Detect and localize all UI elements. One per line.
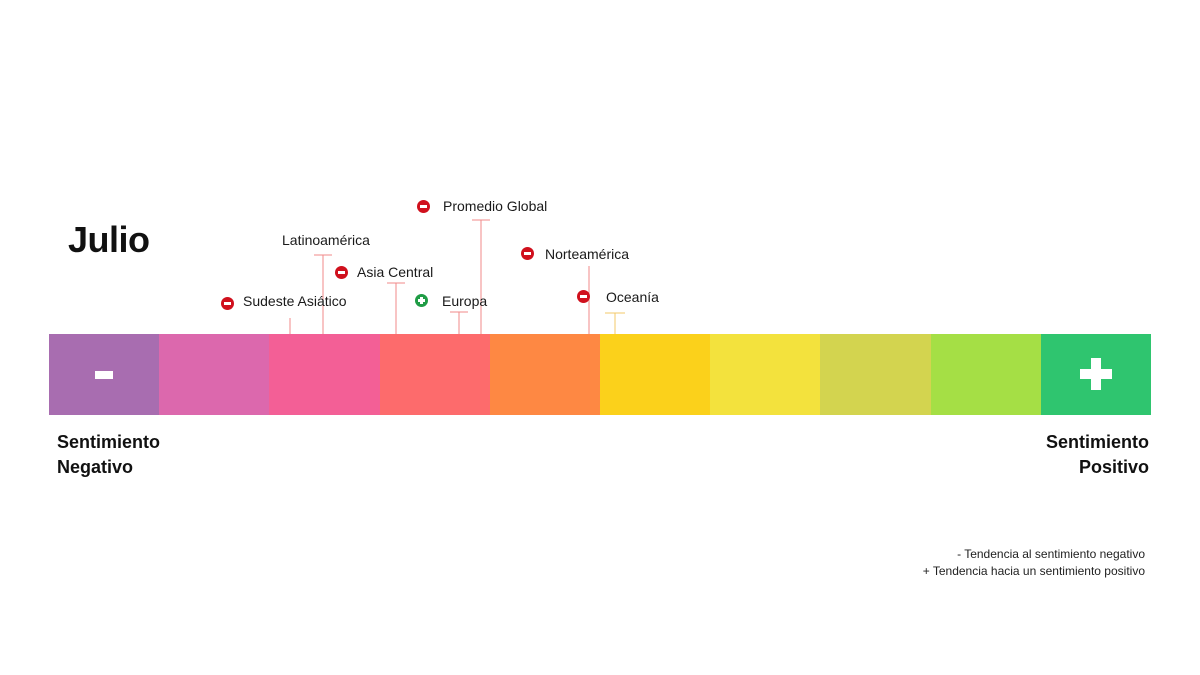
trend-legend: - Tendencia al sentimiento negativo + Te… (923, 546, 1145, 580)
plus-icon (1079, 358, 1112, 390)
trend-down-icon (417, 200, 430, 213)
negative-sentiment-label: Sentimiento Negativo (57, 430, 160, 480)
negative-label-line1: Sentimiento (57, 432, 161, 452)
scale-segment-7 (710, 334, 821, 415)
scale-segment-3 (269, 334, 380, 415)
legend-positive: + Tendencia hacia un sentimiento positiv… (922, 564, 1145, 578)
sentiment-scale (49, 334, 1152, 415)
region-label-oceania: Oceanía (606, 289, 659, 305)
trend-up-icon (415, 294, 428, 307)
region-label-asia-central: Asia Central (357, 264, 434, 280)
trend-down-icon (577, 290, 590, 303)
minus-icon (95, 371, 113, 379)
legend-negative: - Tendencia al sentimiento negativo (957, 547, 1145, 561)
positive-label-line2: Positivo (1078, 457, 1149, 477)
scale-segment-4 (379, 334, 490, 415)
scale-segment-10 (1040, 334, 1152, 415)
scale-segment-6 (600, 334, 711, 415)
region-label-promedio-global: Promedio Global (443, 198, 548, 214)
month-title: Julio (68, 219, 150, 260)
scale-segment-5 (489, 334, 601, 415)
region-label-latinoamerica: Latinoamérica (282, 232, 370, 248)
scale-segment-2 (159, 334, 270, 415)
scale-segment-8 (820, 334, 931, 415)
trend-down-icon (221, 297, 234, 310)
region-label-europa: Europa (442, 293, 488, 309)
positive-sentiment-label: Sentimiento Positivo (1046, 430, 1149, 480)
negative-label-line2: Negativo (57, 457, 134, 477)
region-label-sudeste-asiatico: Sudeste Asiático (243, 293, 347, 309)
scale-segment-1 (49, 334, 160, 415)
region-label-norteamerica: Norteamérica (545, 246, 630, 262)
trend-down-icon (521, 247, 534, 260)
trend-down-icon (335, 266, 348, 279)
positive-label-line1: Sentimiento (1045, 432, 1149, 452)
scale-segment-9 (930, 334, 1041, 415)
